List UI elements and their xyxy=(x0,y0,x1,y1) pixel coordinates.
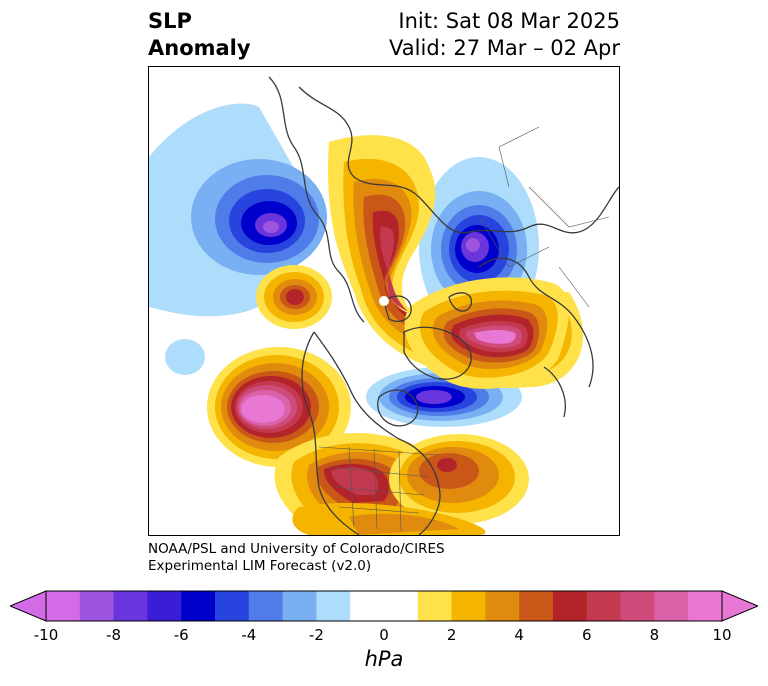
colorbar-segment xyxy=(688,591,723,621)
colorbar-segments xyxy=(46,591,723,621)
colorbar-segment xyxy=(113,591,148,621)
low-north-pacific xyxy=(149,103,327,317)
valid-range: Valid: 27 Mar – 02 Apr xyxy=(389,36,620,60)
colorbar-segment xyxy=(485,591,520,621)
pole-marker xyxy=(379,296,389,306)
colorbar-segment xyxy=(215,591,250,621)
colorbar-segment xyxy=(519,591,554,621)
colorbar-segment xyxy=(147,591,182,621)
colorbar-segment xyxy=(181,591,216,621)
high-western-russia xyxy=(404,277,569,389)
colorbar-segment xyxy=(417,591,453,621)
political-borders xyxy=(318,126,610,532)
colorbar-unit: hPa xyxy=(364,647,404,671)
colorbar-tick-label: 2 xyxy=(446,626,457,644)
colorbar-tick-label: 4 xyxy=(514,626,524,644)
init-date: Init: Sat 08 Mar 2025 xyxy=(398,9,620,33)
colorbar-segment xyxy=(620,591,655,621)
colorbar-segment xyxy=(384,591,419,621)
credit-line-2: Experimental LIM Forecast (v2.0) xyxy=(148,558,372,574)
colorbar-segment xyxy=(248,591,284,621)
colorbar-frame xyxy=(45,590,723,622)
colorbar-extend-max xyxy=(721,590,758,622)
colorbar-segment xyxy=(282,591,317,621)
coastlines xyxy=(268,76,619,535)
colorbar-segment xyxy=(79,591,115,621)
plot-title-left: SLP Anomaly xyxy=(148,8,251,62)
low-eastern-pacific xyxy=(165,339,205,375)
credit-line-1: NOAA/PSL and University of Colorado/CIRE… xyxy=(148,541,445,557)
colorbar-tick-label: -10 xyxy=(33,626,59,644)
colorbar-segment xyxy=(350,591,385,621)
colorbar-segment xyxy=(553,591,588,621)
plot-title-right: Init: Sat 08 Mar 2025 Valid: 27 Mar – 02… xyxy=(389,8,620,62)
credit-text: NOAA/PSL and University of Colorado/CIRE… xyxy=(148,541,445,575)
colorbar-tick-label: -2 xyxy=(308,626,324,644)
colorbar xyxy=(10,590,758,622)
colorbar-tick-label: 10 xyxy=(712,626,732,644)
map-svg xyxy=(149,76,619,535)
colorbar-tick-label: 6 xyxy=(582,626,592,644)
colorbar-segment xyxy=(316,591,351,621)
colorbar-tick-label: -6 xyxy=(173,626,189,644)
colorbar-tick-label: 8 xyxy=(649,626,660,644)
high-northeast-pacific xyxy=(207,347,351,467)
colorbar-tick-label: -4 xyxy=(241,626,257,644)
colorbar-tick-label: 0 xyxy=(379,626,389,644)
title-variable: SLP xyxy=(148,9,192,33)
colorbar-ticks: -10 -8 -6 -4 -2 0 2 4 6 8 10 xyxy=(0,626,768,646)
title-type: Anomaly xyxy=(148,36,251,60)
colorbar-tick-label: -8 xyxy=(106,626,122,644)
colorbar-segment xyxy=(451,591,486,621)
colorbar-segment xyxy=(654,591,689,621)
colorbar-extend-min xyxy=(10,590,47,622)
colorbar-segment xyxy=(586,591,622,621)
anomaly-map xyxy=(148,66,620,536)
high-east-siberia xyxy=(256,265,332,329)
colorbar-segment xyxy=(46,591,81,621)
